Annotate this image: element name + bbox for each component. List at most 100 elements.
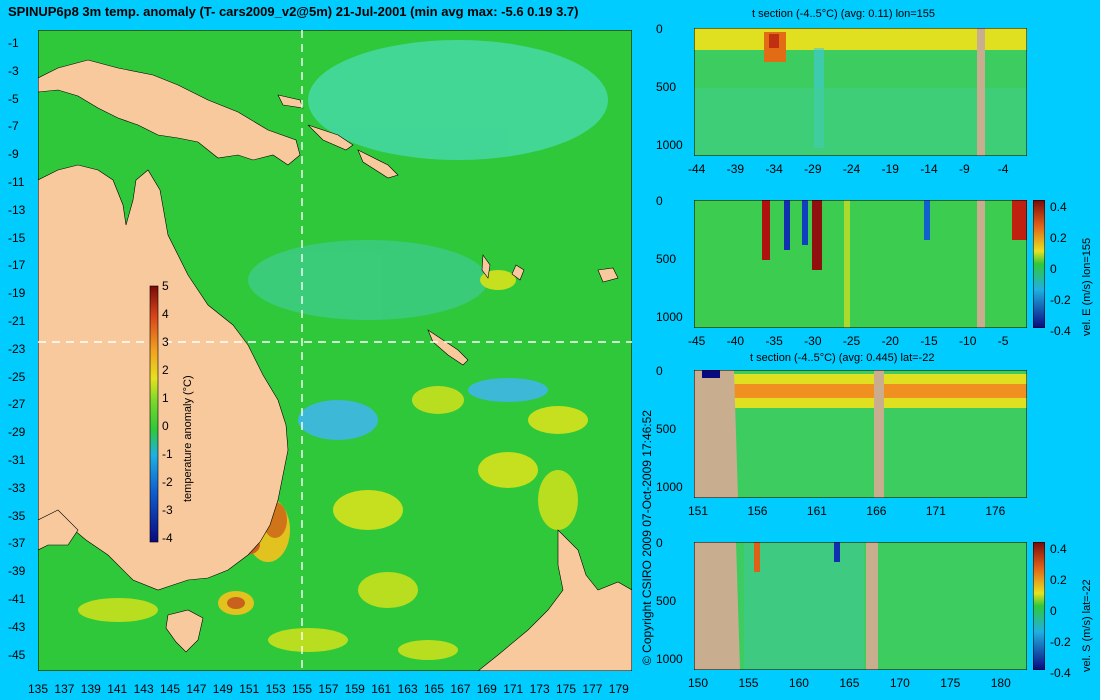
velocity-colorbar-tick: -0.4 bbox=[1050, 666, 1071, 680]
map-y-tick: -19 bbox=[8, 286, 26, 301]
section-x-tick: 151 bbox=[688, 504, 709, 518]
map-y-tick: -5 bbox=[8, 91, 19, 106]
map-x-tick: 143 bbox=[133, 682, 154, 696]
t-lon-title: t section (-4..5°C) (avg: 0.11) lon=155 bbox=[752, 8, 936, 20]
section-x-tick: -25 bbox=[842, 334, 861, 348]
section-y-tick: 0 bbox=[656, 194, 663, 208]
section-x-tick: 165 bbox=[839, 676, 860, 690]
section-x-tick: 166 bbox=[866, 504, 887, 518]
map-y-tick: -9 bbox=[8, 147, 19, 162]
land-new-guinea bbox=[38, 59, 301, 166]
colorbar-tick: -4 bbox=[162, 531, 173, 545]
section-y-tick: 0 bbox=[656, 22, 663, 36]
map-x-tick: 135 bbox=[28, 682, 49, 696]
section-x-tick: -10 bbox=[959, 334, 977, 348]
u-lon-svg bbox=[694, 200, 1027, 328]
section-x-tick: -15 bbox=[920, 334, 938, 348]
section-x-tick: -5 bbox=[997, 334, 1009, 348]
t-lat-section bbox=[694, 370, 1027, 498]
map-y-tick: -31 bbox=[8, 453, 26, 467]
colorbar-label: temperature anomaly (°C) bbox=[182, 375, 194, 502]
section-x-tick: 156 bbox=[747, 504, 768, 518]
colorbar-tick: -2 bbox=[162, 475, 173, 489]
map-x-tick: 165 bbox=[424, 682, 445, 696]
map-x-tick: 179 bbox=[608, 682, 629, 696]
map-x-tick: 175 bbox=[556, 682, 577, 696]
velocity-colorbar-tick: 0 bbox=[1050, 604, 1057, 618]
map-y-tick: -11 bbox=[8, 175, 25, 189]
colorbar-tick: 0 bbox=[162, 419, 169, 433]
section-x-tick: 170 bbox=[889, 676, 910, 690]
map-x-tick: 167 bbox=[450, 682, 471, 696]
section-y-tick: 1000 bbox=[656, 480, 683, 495]
main-title: SPINUP6p8 3m temp. anomaly (T- cars2009_… bbox=[8, 4, 579, 19]
section-x-tick: -34 bbox=[765, 162, 783, 176]
land-new-zealand bbox=[477, 529, 632, 671]
map-y-tick: -23 bbox=[8, 341, 26, 356]
map-x-tick: 151 bbox=[239, 682, 260, 696]
t-lon-section bbox=[694, 28, 1027, 156]
map-y-tick: -43 bbox=[8, 619, 26, 634]
velocity-colorbar-tick: -0.4 bbox=[1050, 324, 1071, 338]
map-y-tick: -3 bbox=[8, 63, 19, 78]
velocity-colorbar-tick: 0.4 bbox=[1050, 542, 1067, 556]
map-x-tick: 157 bbox=[318, 682, 339, 696]
map-y-tick: -41 bbox=[8, 592, 26, 606]
temp-colorbar bbox=[149, 285, 159, 543]
map-y-tick: -15 bbox=[8, 230, 26, 245]
map-x-tick: 169 bbox=[476, 682, 497, 696]
land-masses bbox=[38, 59, 632, 671]
map-x-tick: 145 bbox=[160, 682, 181, 696]
land-west-australia bbox=[38, 509, 79, 551]
velocity-colorbar-tick: 0.4 bbox=[1050, 200, 1067, 214]
map-y-tick: -17 bbox=[8, 258, 26, 273]
anomaly-map bbox=[38, 30, 632, 671]
colorbar-tick: 1 bbox=[162, 391, 169, 405]
colorbar-tick: -1 bbox=[162, 447, 173, 461]
t-lon-svg bbox=[694, 28, 1027, 156]
section-x-tick: 176 bbox=[985, 504, 1006, 518]
section-x-tick: -9 bbox=[959, 162, 970, 176]
map-y-tick: -29 bbox=[8, 425, 26, 440]
section-x-tick: -14 bbox=[920, 162, 938, 176]
section-x-tick: 175 bbox=[940, 676, 961, 690]
section-x-tick: -29 bbox=[804, 162, 822, 176]
section-x-tick: -40 bbox=[726, 334, 745, 348]
map-y-tick: -7 bbox=[8, 119, 19, 134]
map-y-tick: -35 bbox=[8, 508, 26, 523]
section-y-tick: 1000 bbox=[656, 138, 683, 153]
section-y-tick: 1000 bbox=[656, 652, 683, 667]
u-lon-colorbar bbox=[1033, 200, 1045, 328]
map-y-tick: -25 bbox=[8, 369, 26, 384]
map-x-tick: 159 bbox=[344, 682, 365, 696]
map-x-tick: 173 bbox=[529, 682, 550, 696]
map-x-tick: 137 bbox=[54, 682, 75, 696]
section-x-tick: -45 bbox=[688, 334, 706, 348]
v-colorbar-label: vel. S (m/s) lat=-22 bbox=[1081, 579, 1093, 672]
section-x-tick: 160 bbox=[788, 676, 809, 690]
v-lat-colorbar bbox=[1033, 542, 1045, 670]
section-x-tick: -39 bbox=[726, 162, 745, 176]
map-x-tick: 163 bbox=[397, 682, 418, 696]
colorbar-tick: 3 bbox=[162, 335, 169, 349]
section-x-tick: 150 bbox=[688, 676, 709, 690]
map-x-tick: 139 bbox=[80, 682, 101, 696]
map-y-tick: -39 bbox=[8, 564, 26, 579]
velocity-colorbar-tick: -0.2 bbox=[1050, 293, 1071, 307]
section-x-tick: -44 bbox=[688, 162, 706, 176]
section-x-tick: -20 bbox=[881, 334, 899, 348]
map-x-tick: 177 bbox=[582, 682, 603, 696]
map-x-tick: 147 bbox=[186, 682, 207, 696]
map-x-tick: 171 bbox=[503, 682, 524, 696]
velocity-colorbar-tick: -0.2 bbox=[1050, 635, 1071, 649]
colorbar-tick: 5 bbox=[162, 279, 169, 293]
section-y-tick: 1000 bbox=[656, 310, 683, 325]
section-x-tick: 161 bbox=[806, 504, 827, 518]
map-y-tick: -33 bbox=[8, 480, 26, 495]
section-x-tick: -35 bbox=[765, 334, 783, 348]
map-svg bbox=[38, 30, 632, 671]
map-x-tick: 161 bbox=[371, 682, 392, 696]
t-lat-title: t section (-4..5°C) (avg: 0.445) lat=-22 bbox=[750, 352, 935, 364]
u-colorbar-label: vel. E (m/s) lon=155 bbox=[1081, 237, 1093, 336]
map-y-tick: -37 bbox=[8, 536, 26, 551]
